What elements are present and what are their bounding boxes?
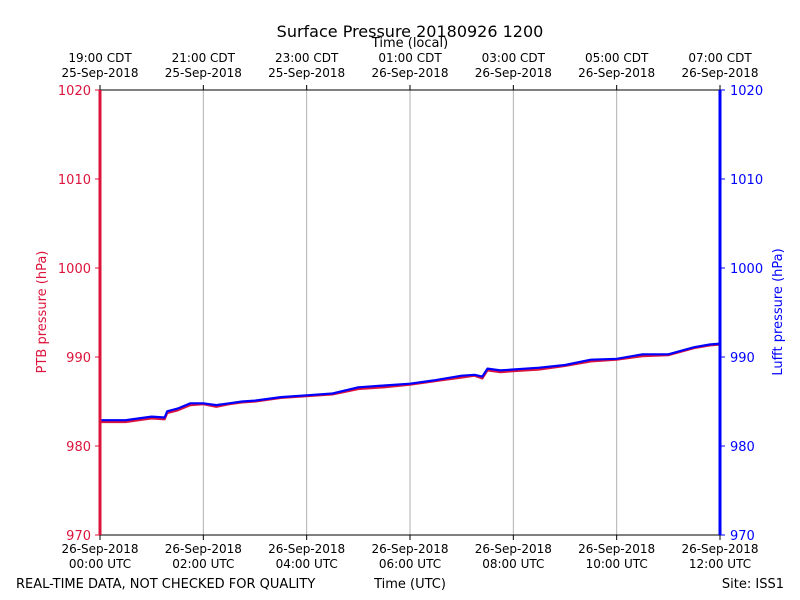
bottom-tick-time: 06:00 UTC <box>379 557 441 571</box>
right-tick-label: 1010 <box>730 173 763 188</box>
top-tick-date: 26-Sep-2018 <box>578 66 655 80</box>
top-axis-label: Time (local) <box>371 36 448 51</box>
bottom-tick-date: 26-Sep-2018 <box>61 542 138 556</box>
top-tick-time: 07:00 CDT <box>688 51 752 65</box>
right-tick-label: 980 <box>730 440 755 455</box>
site-note: Site: ISS1 <box>722 577 784 592</box>
left-tick-label: 990 <box>66 351 91 366</box>
right-tick-label: 990 <box>730 351 755 366</box>
top-tick-date: 25-Sep-2018 <box>165 66 242 80</box>
left-tick-label: 970 <box>66 529 91 544</box>
left-tick-label: 1000 <box>58 262 91 277</box>
left-axis-label: PTB pressure (hPa) <box>35 251 50 374</box>
top-tick-time: 23:00 CDT <box>275 51 339 65</box>
top-tick-time: 03:00 CDT <box>482 51 546 65</box>
bottom-axis-label: Time (UTC) <box>373 577 446 592</box>
top-tick-date: 25-Sep-2018 <box>268 66 345 80</box>
top-tick-date: 26-Sep-2018 <box>681 66 758 80</box>
top-tick-date: 25-Sep-2018 <box>61 66 138 80</box>
top-tick-time: 19:00 CDT <box>68 51 132 65</box>
right-tick-label: 970 <box>730 529 755 544</box>
left-tick-label: 1010 <box>58 173 91 188</box>
bottom-tick-time: 08:00 UTC <box>482 557 544 571</box>
top-tick-time: 05:00 CDT <box>585 51 649 65</box>
series-ptb-line <box>100 343 721 424</box>
bottom-tick-date: 26-Sep-2018 <box>268 542 345 556</box>
bottom-tick-time: 12:00 UTC <box>689 557 751 571</box>
top-tick-time: 01:00 CDT <box>378 51 442 65</box>
top-tick-time: 21:00 CDT <box>172 51 236 65</box>
bottom-tick-time: 00:00 UTC <box>69 557 131 571</box>
series-group <box>100 342 721 424</box>
bottom-tick-time: 04:00 UTC <box>276 557 338 571</box>
bottom-tick-time: 10:00 UTC <box>586 557 648 571</box>
bottom-tick-date: 26-Sep-2018 <box>371 542 448 556</box>
bottom-tick-date: 26-Sep-2018 <box>681 542 758 556</box>
ticks: 970 970 980 980 990 990 1000 1000 1010 1010 1020 10… <box>58 51 763 571</box>
right-axis-label: Lufft pressure (hPa) <box>771 248 786 375</box>
bottom-tick-date: 26-Sep-2018 <box>475 542 552 556</box>
right-tick-label: 1000 <box>730 262 763 277</box>
right-tick-label: 1020 <box>730 84 763 99</box>
chart-title: Surface Pressure 20180926 1200 <box>277 22 544 41</box>
top-tick-date: 26-Sep-2018 <box>475 66 552 80</box>
bottom-tick-date: 26-Sep-2018 <box>165 542 242 556</box>
top-tick-date: 26-Sep-2018 <box>371 66 448 80</box>
bottom-tick-time: 02:00 UTC <box>172 557 234 571</box>
left-tick-label: 980 <box>66 440 91 455</box>
grid-lines <box>202 90 618 535</box>
left-tick-label: 1020 <box>58 84 91 99</box>
bottom-tick-date: 26-Sep-2018 <box>578 542 655 556</box>
series-lufft-line <box>100 342 721 422</box>
quality-note: REAL-TIME DATA, NOT CHECKED FOR QUALITY <box>16 577 315 592</box>
